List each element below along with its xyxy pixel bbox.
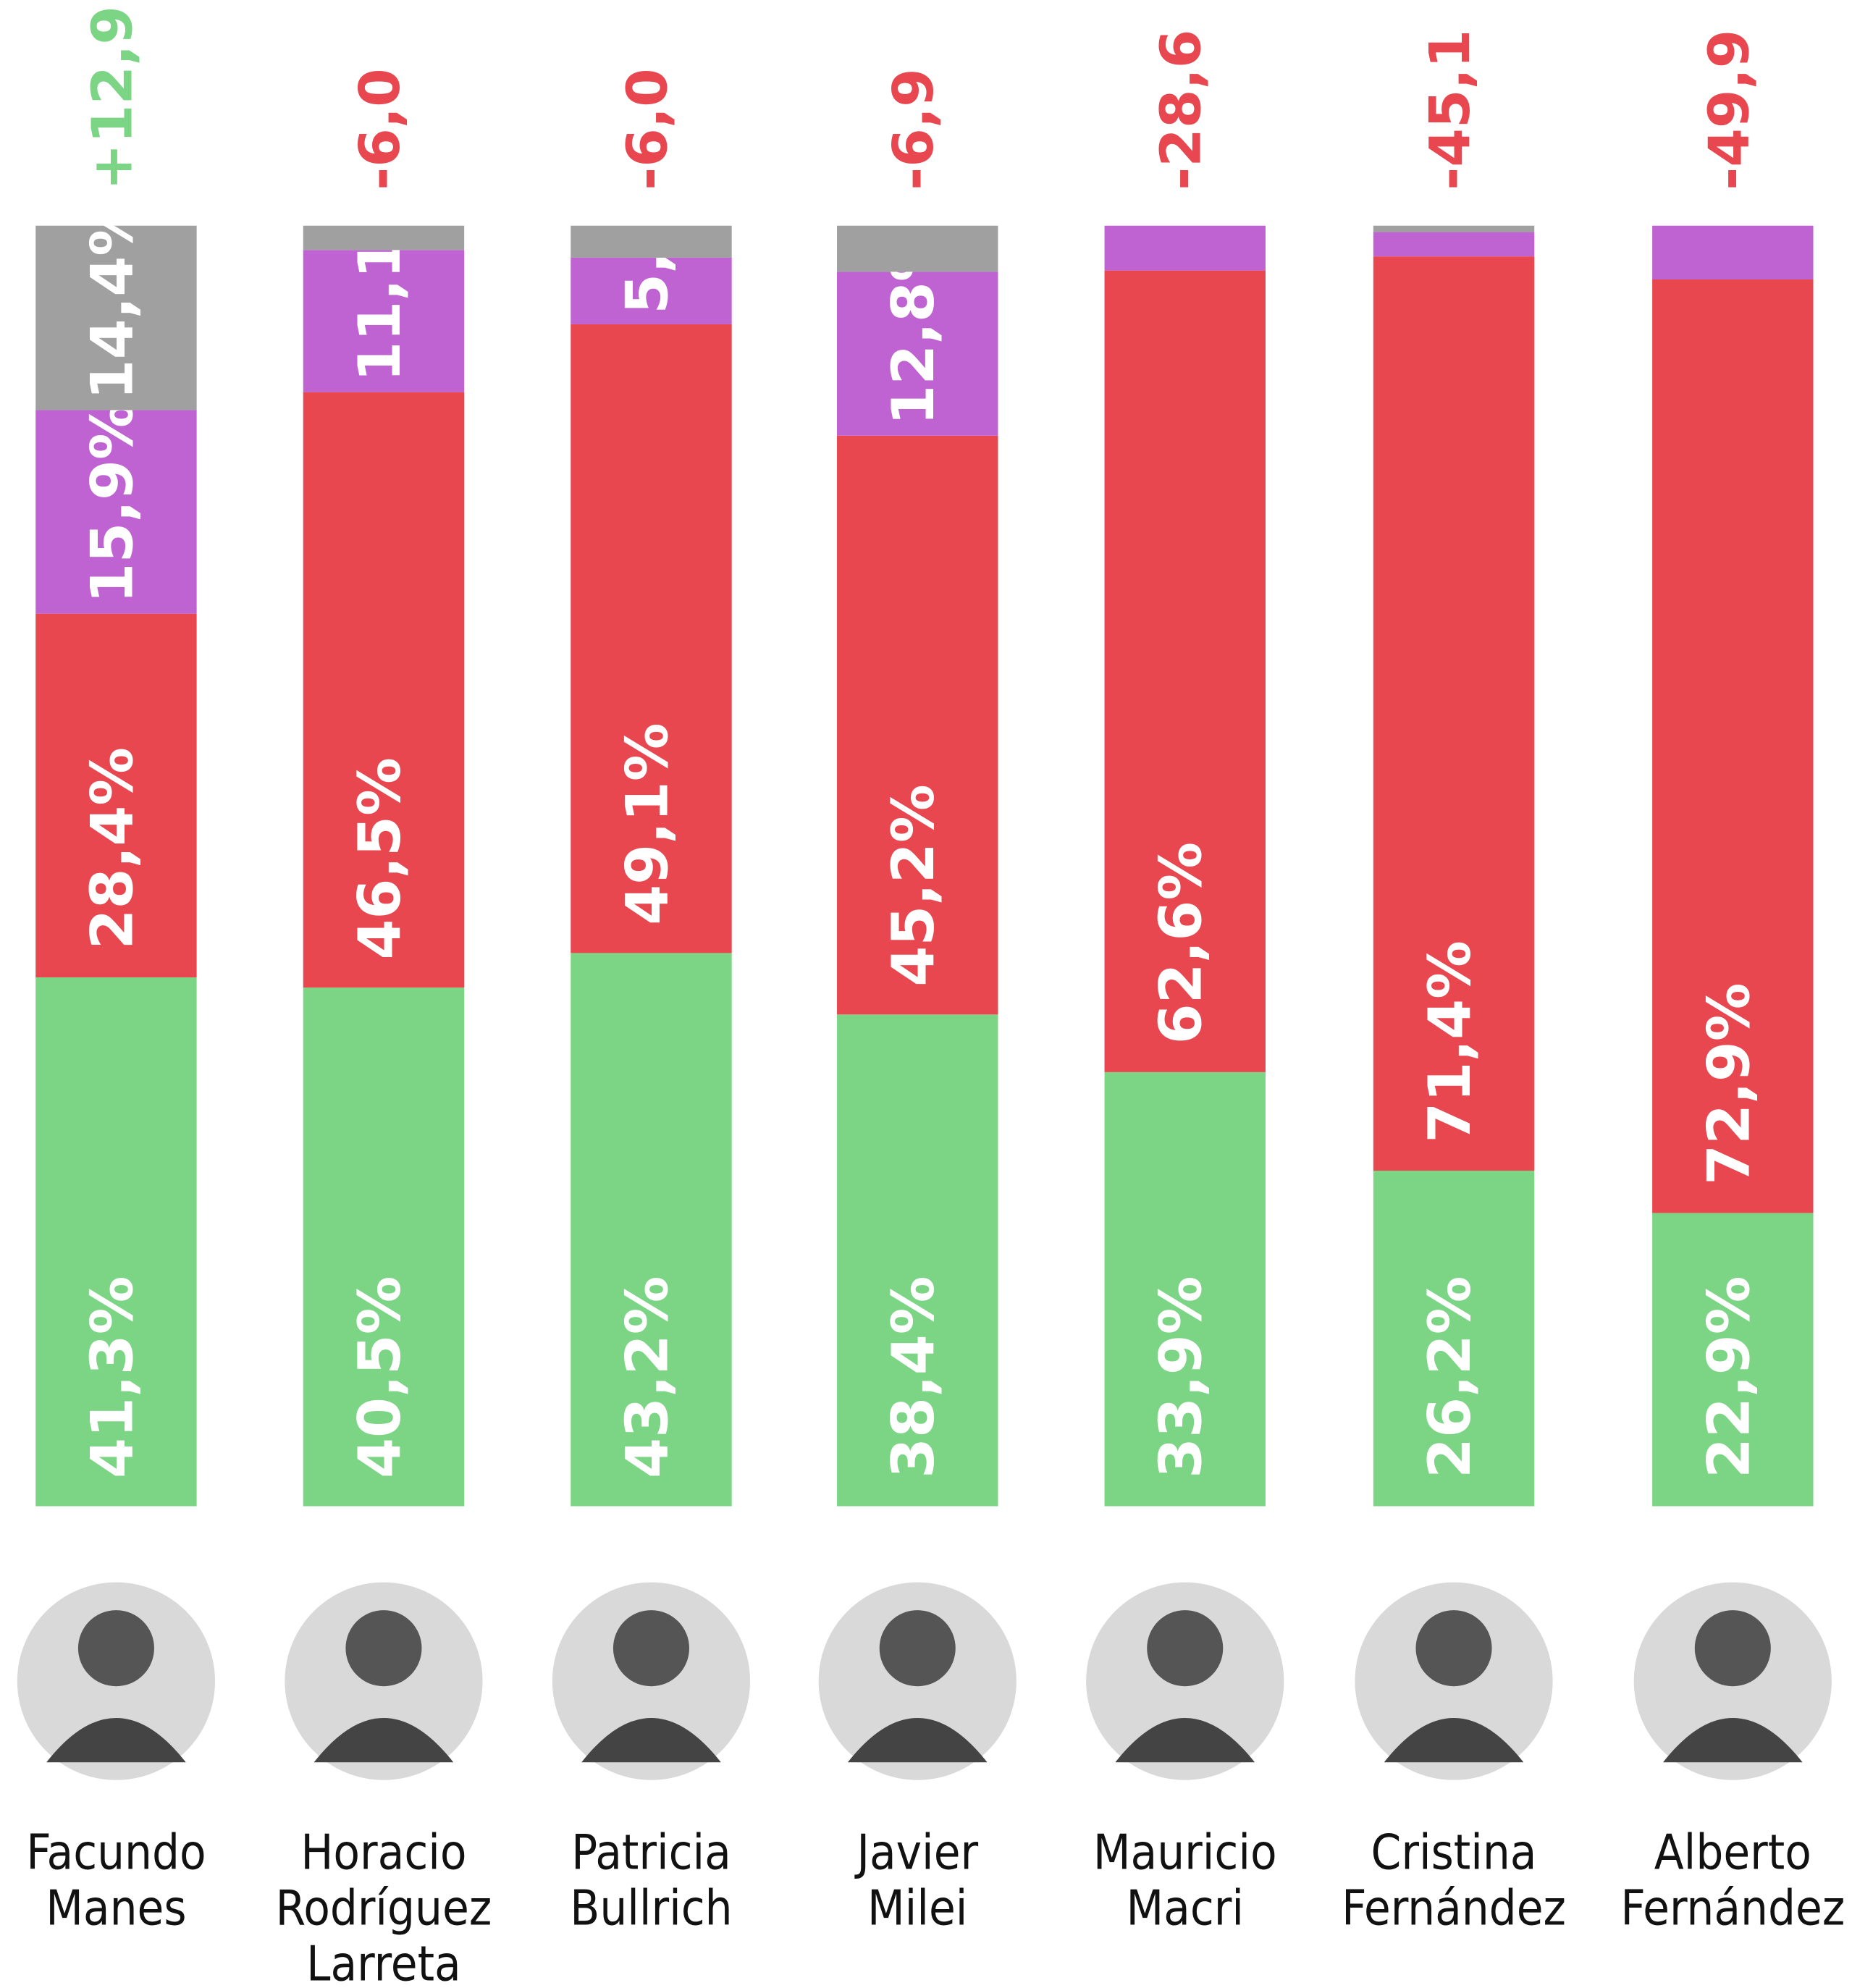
photo-body [46,1717,186,1763]
net-label: -6,9 [881,68,946,190]
bar-segment [1652,225,1814,280]
photo-body [1115,1717,1255,1763]
segment-label: 11,1% [345,180,413,382]
segment-label: 49,1% [613,723,681,924]
bar-segment [35,225,197,410]
segment-label: 43,2% [613,1276,681,1478]
candidate-name: Cristina [1371,1824,1537,1880]
candidate-name: Fernández [1342,1879,1566,1936]
candidate-name: Macri [1127,1879,1244,1936]
segment-label: 72,9% [1694,982,1762,1184]
candidate-name: Javier [854,1824,978,1880]
photo-head [1694,1610,1771,1687]
bar-segment [1104,225,1266,271]
bar-segment [303,225,465,250]
bar-segment [571,257,732,324]
net-label: -6,0 [615,68,680,190]
photo-head [1147,1610,1224,1687]
photo-body [313,1717,454,1763]
candidate-name: Fernández [1620,1879,1845,1936]
bar-segment [571,225,732,258]
photo-head [77,1610,154,1687]
bar-segment [1652,1213,1814,1507]
net-label: -6,0 [348,68,413,190]
photo-head [345,1610,422,1687]
bar-segment [1652,279,1814,1213]
bar-segment [571,324,732,953]
bar-segment [571,953,732,1507]
net-label: -28,6 [1149,30,1214,190]
bar-segment [837,271,998,436]
candidate-name: Rodríguez [276,1879,492,1936]
photo-body [581,1717,721,1763]
candidate-name: Milei [867,1879,967,1936]
bar-segment [35,977,197,1507]
segment-label: 28,4% [77,747,146,949]
photo-head [879,1610,956,1687]
photo-head [613,1610,690,1687]
bar-segment [1104,1071,1266,1507]
net-label: -45,1 [1418,30,1483,190]
bar-segment [303,987,465,1507]
bar-segment [303,392,465,988]
candidate-name: Bullrich [570,1879,732,1936]
photo-body [1662,1717,1803,1763]
bar-segment [1104,270,1266,1072]
bar-segment [35,410,197,614]
bar-segment [1373,225,1535,232]
segment-label: 62,6% [1147,842,1215,1044]
candidate-name: Manes [46,1879,186,1936]
net-label: -49,9 [1696,30,1762,190]
segment-label: 15,9% [77,401,146,603]
bar-segment [837,435,998,1015]
bar-segment [837,225,998,272]
candidate-name: Patricia [571,1824,731,1880]
bar-segment [303,250,465,392]
candidate-name: Alberto [1654,1824,1811,1880]
segment-label: 45,2% [879,784,947,986]
bar-segment [1373,232,1535,257]
segment-label: 38,4% [879,1276,947,1478]
bar-segment [1373,256,1535,1171]
segment-label: 22,9% [1694,1276,1762,1478]
candidate-name: Mauricio [1093,1824,1277,1880]
photo-body [847,1717,988,1763]
segment-label: 40,5% [345,1276,413,1478]
segment-label: 41,3% [77,1276,146,1478]
segment-label: 71,4% [1415,940,1483,1142]
segment-label: 46,5% [345,757,413,959]
candidate-name: Horacio [300,1824,466,1880]
net-label: +12,9 [80,6,145,190]
photo-head [1415,1610,1492,1687]
segment-label: 14,4% [77,198,146,400]
bar-segment [1373,1171,1535,1507]
candidate-name: Larreta [306,1935,461,1988]
segment-label: 26,2% [1415,1276,1483,1478]
bar-segment [837,1014,998,1507]
bar-segment [35,613,197,978]
segment-label: 33,9% [1147,1276,1215,1478]
candidate-name: Facundo [26,1824,206,1880]
photo-body [1384,1717,1524,1763]
